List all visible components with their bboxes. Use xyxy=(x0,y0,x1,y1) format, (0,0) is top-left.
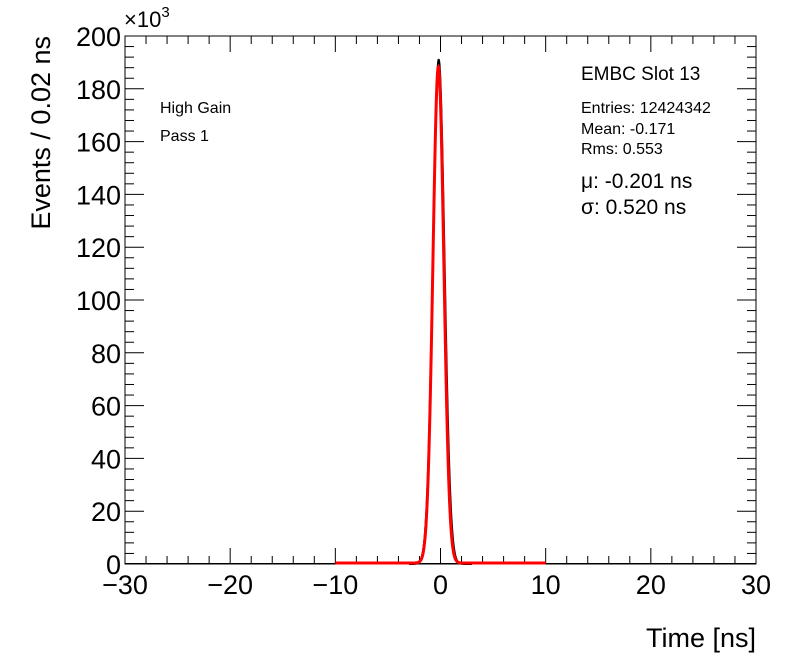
y-tick-label: 200 xyxy=(76,22,121,52)
y-tick-label: 100 xyxy=(76,286,121,316)
fit-mu: μ: -0.201 ns xyxy=(581,170,692,193)
x-tick-label: 0 xyxy=(433,570,448,600)
y-tick-label: 0 xyxy=(106,550,121,580)
y-multiplier: ×103 xyxy=(124,4,170,32)
stats-entries: Entries: 12424342 xyxy=(581,100,711,117)
y-tick-label: 140 xyxy=(76,180,121,210)
stats-rms: Rms: 0.553 xyxy=(581,141,663,158)
y-tick-label: 20 xyxy=(91,497,121,527)
x-tick-label: −10 xyxy=(312,570,358,600)
x-tick-label: 30 xyxy=(741,570,771,600)
x-tick-label: −30 xyxy=(102,570,148,600)
y-multiplier-base: ×10 xyxy=(124,7,161,32)
x-tick-label: 20 xyxy=(636,570,666,600)
y-tick-label: 40 xyxy=(91,444,121,474)
y-tick-label: 60 xyxy=(91,392,121,422)
data-curves xyxy=(125,58,756,565)
pass-label: Pass 1 xyxy=(160,128,209,145)
y-multiplier-exponent: 3 xyxy=(161,4,169,21)
gaussian-fit-line xyxy=(335,63,546,565)
stats-title: EMBC Slot 13 xyxy=(581,64,700,85)
y-tick-label: 120 xyxy=(76,233,121,263)
fit-sigma: σ: 0.520 ns xyxy=(581,196,686,219)
y-tick-label: 160 xyxy=(76,128,121,158)
axis-ticks xyxy=(124,35,757,565)
y-tick-labels: 0 20 40 60 80 100 120 140 160 180 200 xyxy=(76,22,121,580)
x-tick-labels: −30 −20 −10 0 10 20 30 xyxy=(102,570,771,600)
y-tick-label: 180 xyxy=(76,75,121,105)
gain-label: High Gain xyxy=(160,100,231,117)
x-tick-label: 10 xyxy=(531,570,561,600)
stats-mean: Mean: -0.171 xyxy=(581,121,675,138)
x-axis-title: Time [ns] xyxy=(646,623,756,653)
y-axis-title: Events / 0.02 ns xyxy=(26,36,56,230)
x-tick-label: −20 xyxy=(207,570,253,600)
y-tick-label: 80 xyxy=(91,339,121,369)
